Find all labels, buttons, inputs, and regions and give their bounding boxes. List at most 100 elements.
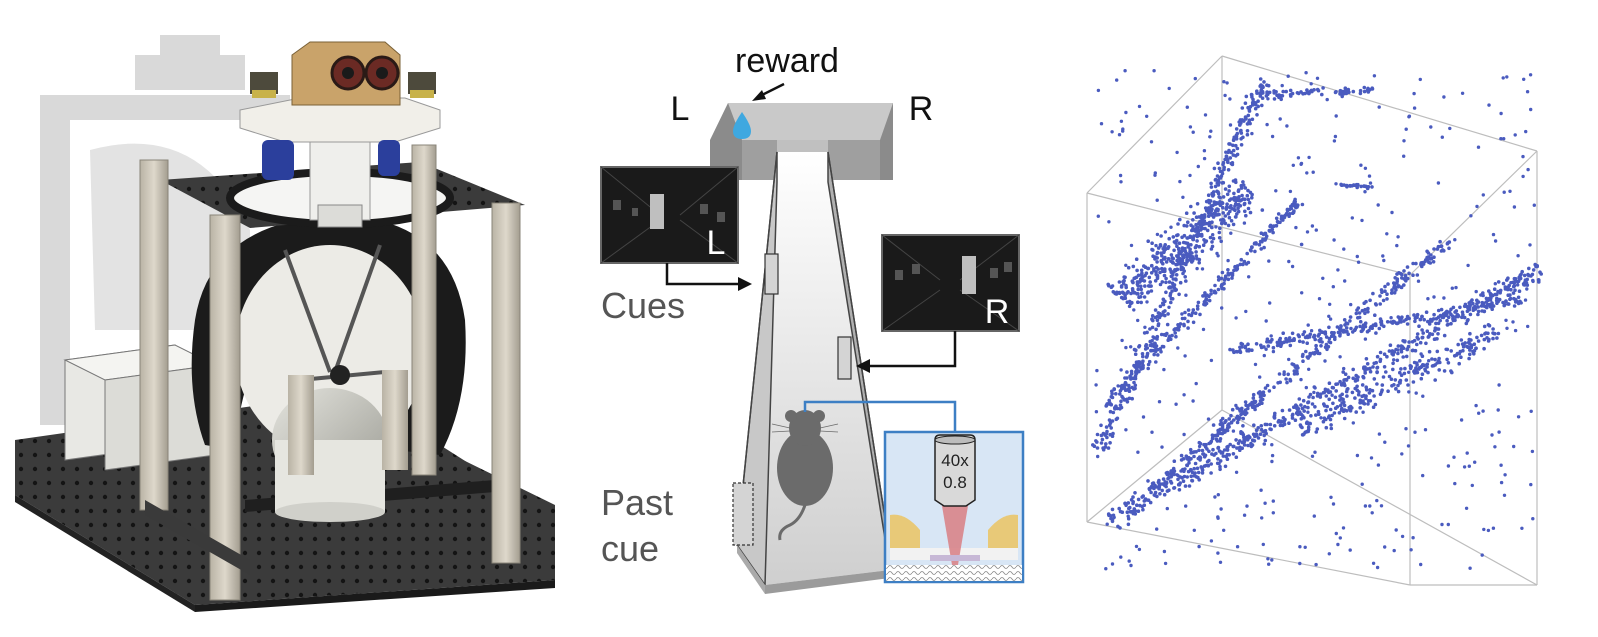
cloud-point <box>1229 271 1233 276</box>
cloud-point <box>1407 370 1411 374</box>
cloud-point <box>1486 302 1490 307</box>
cloud-point <box>1248 210 1253 215</box>
cloud-point <box>1467 464 1472 468</box>
cloud-point <box>1403 366 1407 371</box>
cloud-point <box>1148 343 1153 348</box>
cloud-point <box>1271 349 1276 354</box>
cloud-point <box>1277 372 1282 376</box>
cloud-point <box>1426 370 1430 375</box>
cloud-point <box>1108 441 1112 445</box>
cloud-point <box>1464 506 1469 510</box>
cloud-point <box>1406 444 1411 448</box>
cloud-point <box>1149 140 1154 144</box>
cloud-point <box>1265 383 1270 388</box>
left-cue-marker <box>764 253 779 295</box>
cloud-point <box>1179 267 1183 271</box>
cloud-point <box>1353 396 1357 400</box>
cloud-point <box>1332 139 1337 143</box>
cloud-point <box>1313 350 1317 355</box>
cloud-point <box>1530 272 1535 277</box>
cloud-point <box>1524 279 1528 283</box>
cloud-point <box>1202 219 1207 223</box>
cloud-point <box>1389 316 1393 320</box>
cloud-point <box>1193 461 1198 466</box>
cloud-point <box>1196 300 1201 305</box>
cloud-point <box>1141 507 1145 512</box>
cloud-point <box>1290 91 1295 96</box>
cloud-point <box>1250 348 1254 353</box>
cloud-point <box>1281 416 1286 420</box>
cloud-point <box>1321 86 1325 90</box>
cloud-point <box>1439 244 1444 248</box>
cloud-point <box>1191 218 1195 222</box>
cloud-point <box>1256 426 1260 430</box>
cloud-point <box>1398 271 1403 276</box>
cloud-point <box>1179 458 1184 462</box>
cloud-point <box>1249 248 1253 253</box>
cloud-point <box>1231 348 1235 352</box>
cloud-point <box>1191 320 1196 325</box>
cloud-point <box>1512 296 1516 301</box>
cloud-point <box>1169 225 1173 229</box>
cloud-point <box>1492 287 1497 292</box>
cloud-point <box>1129 377 1133 381</box>
cloud-point <box>1117 506 1121 511</box>
cloud-point <box>1302 330 1307 334</box>
cloud-point <box>1247 120 1251 124</box>
cloud-point <box>1419 352 1423 356</box>
cloud-point <box>1423 369 1428 373</box>
cloud-point <box>1204 298 1208 302</box>
cloud-point <box>1106 512 1111 516</box>
cloud-point <box>1147 275 1152 280</box>
cloud-point <box>1338 536 1343 540</box>
cloud-point <box>1255 113 1259 117</box>
cloud-point <box>1354 410 1358 414</box>
cloud-point <box>1413 430 1417 434</box>
cloud-point <box>1237 195 1241 199</box>
cloud-point <box>1425 329 1430 334</box>
cloud-point <box>1238 262 1243 267</box>
cloud-point <box>1324 342 1329 347</box>
cloud-point <box>1124 345 1128 350</box>
cloud-point <box>1314 343 1318 348</box>
cloud-point <box>1175 244 1179 248</box>
cloud-point <box>1400 534 1405 539</box>
cloud-point <box>1133 386 1137 391</box>
cloud-point <box>1427 322 1432 326</box>
cloud-point <box>1160 280 1165 284</box>
cloud-point <box>1382 352 1387 357</box>
cloud-point <box>1208 135 1212 139</box>
imaging-inset: 40x 0.8 <box>883 430 1025 584</box>
cloud-point <box>1259 83 1263 87</box>
cloud-point <box>1355 254 1360 259</box>
cloud-point <box>1222 448 1227 452</box>
cloud-point <box>1368 504 1372 508</box>
cloud-point <box>1373 322 1378 326</box>
cloud-point <box>1436 308 1441 313</box>
objective-na: 0.8 <box>943 473 967 492</box>
cloud-point <box>1425 362 1430 367</box>
cloud-point <box>1359 320 1363 324</box>
cloud-point <box>1421 473 1425 478</box>
cloud-point <box>1362 366 1366 371</box>
cloud-point <box>1449 321 1453 326</box>
rig-rendering-panel <box>0 0 580 632</box>
cloud-point <box>1225 81 1229 85</box>
cloud-point <box>1217 236 1222 240</box>
cloud-point <box>1236 441 1241 446</box>
cloud-point <box>1391 367 1395 372</box>
cloud-point <box>1220 283 1224 287</box>
cloud-point <box>1404 427 1408 431</box>
cloud-point <box>1238 448 1242 453</box>
cloud-point <box>1231 452 1236 456</box>
cloud-point <box>1305 420 1309 425</box>
cloud-point <box>1327 552 1332 556</box>
cloud-point <box>1393 276 1397 280</box>
cloud-point <box>1150 314 1155 318</box>
cloud-point <box>1468 566 1472 570</box>
cloud-point <box>1528 243 1532 247</box>
cloud-point <box>1159 349 1163 354</box>
cloud-point <box>1513 328 1518 333</box>
cloud-point <box>1270 453 1275 458</box>
cloud-point <box>1220 171 1225 176</box>
